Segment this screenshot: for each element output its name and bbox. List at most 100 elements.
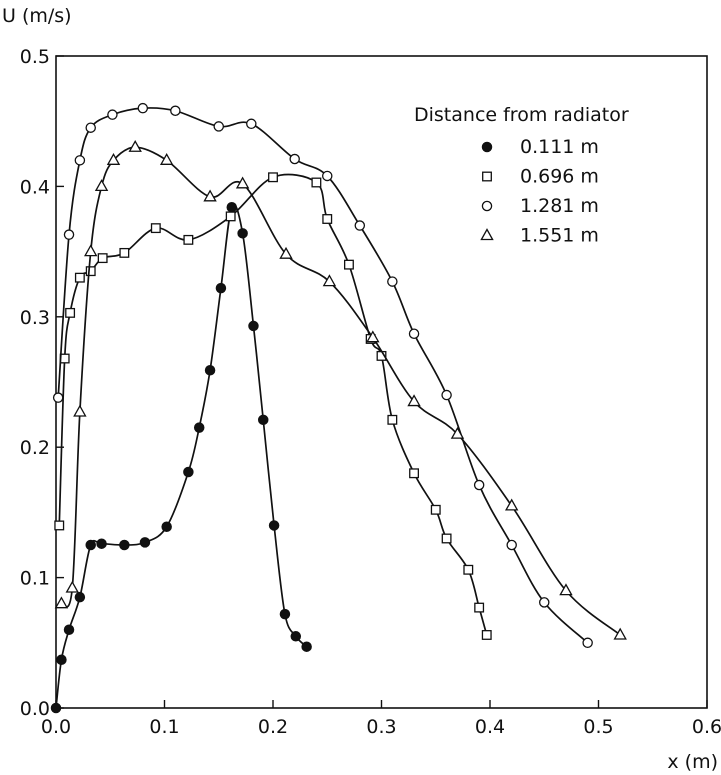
data-point <box>559 583 573 596</box>
data-point <box>268 520 280 531</box>
y-tick-label: 0.4 <box>20 176 50 198</box>
data-point <box>59 353 70 364</box>
x-tick-label: 0.0 <box>41 716 71 738</box>
data-point <box>139 537 151 548</box>
series-line <box>55 203 308 709</box>
data-point <box>52 392 64 403</box>
data-point <box>474 602 485 613</box>
series-line <box>57 107 589 644</box>
data-point <box>473 479 485 491</box>
series-1 <box>50 202 312 714</box>
data-point <box>85 539 96 551</box>
legend: Distance from radiator 0.111 m 0.696 m 1.2… <box>414 104 629 247</box>
legend-label: 1.551 m <box>520 225 599 247</box>
data-point <box>170 105 181 117</box>
legend-item: 0.111 m <box>481 136 599 158</box>
x-tick-label: 0.2 <box>258 716 288 738</box>
data-point <box>54 520 65 531</box>
data-point <box>407 394 421 407</box>
data-point <box>63 229 75 240</box>
data-point <box>279 246 293 259</box>
data-point <box>119 539 130 551</box>
data-point <box>343 259 354 270</box>
legend-marker <box>480 228 494 241</box>
data-point <box>408 328 420 340</box>
data-point <box>504 498 519 511</box>
data-point <box>506 539 517 551</box>
legend-item: 0.696 m <box>482 166 599 188</box>
data-point <box>128 139 142 152</box>
data-point <box>85 122 96 133</box>
x-tick-label: 0.1 <box>149 716 179 738</box>
x-axis-label: x (m) <box>667 751 718 773</box>
data-point <box>96 538 107 549</box>
data-point <box>65 580 79 593</box>
legend-label: 0.696 m <box>520 166 599 188</box>
legend-title: Distance from radiator <box>414 104 629 126</box>
data-point <box>237 228 248 239</box>
data-point <box>246 118 257 130</box>
data-point <box>193 422 205 433</box>
y-tick-label: 0.5 <box>20 46 50 68</box>
data-point <box>50 702 62 714</box>
data-point <box>279 608 291 620</box>
data-point <box>289 153 300 165</box>
data-point <box>409 468 420 479</box>
data-point <box>235 176 250 189</box>
data-point <box>84 244 98 257</box>
series-layer <box>50 102 627 714</box>
data-point <box>430 504 441 515</box>
data-point <box>74 272 85 283</box>
x-tick-label: 0.3 <box>366 716 396 738</box>
data-point <box>74 155 86 166</box>
data-point <box>204 365 216 376</box>
data-point <box>257 414 269 426</box>
legend-item: 1.281 m <box>481 195 599 217</box>
legend-item: 1.551 m <box>480 225 599 247</box>
data-point <box>248 320 259 332</box>
data-point <box>161 521 172 532</box>
series-line <box>58 173 488 636</box>
series-line <box>60 146 621 636</box>
data-point <box>106 152 121 165</box>
series-2 <box>54 172 492 640</box>
data-point <box>268 172 278 183</box>
data-point <box>311 177 322 188</box>
plot-frame <box>55 55 708 709</box>
data-point <box>441 533 452 544</box>
series-4 <box>54 139 627 640</box>
data-point <box>226 202 238 213</box>
ticks-layer: 0.0 0.1 0.2 0.3 0.4 0.5 0.6 0.0 0.1 0.2 0.3 0.4 0.5 <box>20 46 721 738</box>
data-point <box>63 624 75 636</box>
data-point <box>54 596 69 609</box>
data-point <box>73 404 87 417</box>
data-point <box>65 307 76 318</box>
legend-label: 0.111 m <box>520 136 599 158</box>
data-point <box>290 631 302 642</box>
data-point <box>481 630 492 640</box>
data-point <box>119 247 130 258</box>
legend-label: 1.281 m <box>520 195 599 217</box>
x-tick-label: 0.4 <box>475 716 505 738</box>
series-3 <box>52 102 593 649</box>
data-point <box>354 220 366 231</box>
data-point <box>301 641 312 652</box>
data-point <box>85 266 96 277</box>
data-point <box>387 414 398 425</box>
y-axis-label: U (m/s) <box>2 5 72 27</box>
data-point <box>366 330 380 343</box>
data-point <box>56 654 67 666</box>
data-point <box>225 211 236 222</box>
data-point <box>582 637 593 649</box>
x-tick-label: 0.5 <box>583 716 613 738</box>
data-point <box>321 170 333 182</box>
data-point <box>387 276 398 287</box>
data-point <box>213 121 224 132</box>
data-point <box>203 189 217 202</box>
legend-marker <box>481 141 493 153</box>
data-point <box>441 389 452 401</box>
data-point <box>183 234 194 245</box>
data-point <box>97 253 108 264</box>
y-tick-label: 0.0 <box>20 698 50 720</box>
